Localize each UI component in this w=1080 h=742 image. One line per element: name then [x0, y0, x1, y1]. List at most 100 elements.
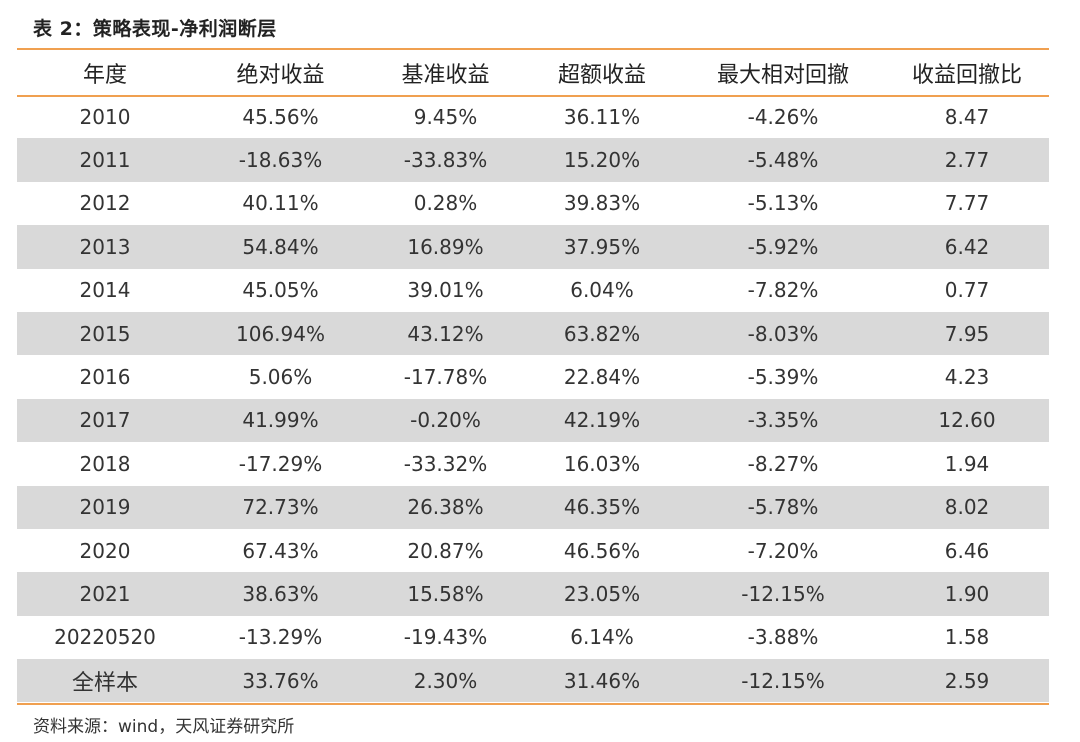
cell-absolute-return: 38.63% [193, 572, 368, 616]
cell-absolute-return: 40.11% [242, 191, 319, 216]
cell-absolute-return: 45.56% [242, 104, 319, 129]
cell-max-relative-drawdown: -3.35% [681, 398, 885, 443]
table-row: 20220520 -13.29% -19.43% 6.14% -3.88% 1.58 [17, 616, 1049, 659]
cell-return-drawdown-ratio: 12.60 [885, 398, 1049, 443]
cell-year: 2011 [17, 138, 193, 182]
header-row: 年度 绝对收益 基准收益 超额收益 最大相对回撤 收益回撤比 [17, 50, 1049, 95]
source-note: 资料来源：wind，天风证券研究所 [33, 717, 295, 737]
cell-absolute-return: 67.43% [242, 538, 319, 563]
cell-absolute-return: 33.76% [193, 659, 368, 703]
cell-return-drawdown-ratio: 4.23 [944, 365, 990, 390]
cell-absolute-return: 41.99% [193, 398, 368, 443]
cell-benchmark-return: 20.87% [407, 538, 484, 563]
cell-year: 2020 [79, 538, 131, 563]
table-row: 2019 72.73% 26.38% 46.35% -5.78% 8.02 [17, 485, 1049, 529]
cell-absolute-return: 54.84% [193, 225, 368, 269]
header-return-drawdown-ratio: 收益回撤比 [911, 62, 1022, 88]
table-body: 2010 45.56% 9.45% 36.11% -4.26% 8.47 2011 -18.6… [17, 95, 1049, 703]
cell-return-drawdown-ratio: 6.46 [944, 538, 990, 563]
cell-benchmark-return: 26.38% [368, 485, 523, 529]
cell-excess-return: 36.11% [563, 104, 641, 129]
cell-benchmark-return: -17.78% [403, 365, 488, 390]
header-absolute-return: 绝对收益 [236, 62, 325, 88]
cell-benchmark-return: 16.89% [368, 225, 523, 269]
cell-excess-return: 16.03% [563, 451, 641, 476]
cell-excess-return: 46.35% [523, 485, 681, 529]
cell-year: 2013 [17, 225, 193, 269]
header-excess-return: 超额收益 [557, 62, 646, 88]
cell-year: 2017 [17, 398, 193, 443]
cell-absolute-return: -17.29% [238, 451, 323, 476]
cell-max-relative-drawdown: -8.03% [681, 311, 885, 356]
cell-year: 全样本 [17, 659, 193, 703]
header-benchmark-return: 基准收益 [401, 62, 490, 88]
cell-absolute-return: 45.05% [242, 278, 319, 303]
cell-return-drawdown-ratio: 7.95 [885, 311, 1049, 356]
table-row: 2014 45.05% 39.01% 6.04% -7.82% 0.77 [17, 269, 1049, 312]
cell-return-drawdown-ratio: 2.77 [885, 138, 1049, 182]
cell-return-drawdown-ratio: 2.59 [885, 659, 1049, 703]
cell-return-drawdown-ratio: 8.47 [944, 104, 990, 129]
cell-return-drawdown-ratio: 0.77 [944, 278, 990, 303]
cell-excess-return: 46.56% [563, 538, 641, 563]
table-row: 2017 41.99% -0.20% 42.19% -3.35% 12.60 [17, 398, 1049, 443]
cell-return-drawdown-ratio: 7.77 [944, 191, 990, 216]
table-row: 2015 106.94% 43.12% 63.82% -8.03% 7.95 [17, 311, 1049, 356]
header-rule [17, 95, 1049, 97]
cell-year: 2016 [79, 365, 131, 390]
cell-absolute-return: -13.29% [238, 625, 323, 650]
cell-return-drawdown-ratio: 1.58 [944, 625, 990, 650]
cell-year: 2015 [17, 311, 193, 356]
cell-excess-return: 22.84% [563, 365, 641, 390]
table-row: 2011 -18.63% -33.83% 15.20% -5.48% 2.77 [17, 138, 1049, 182]
cell-max-relative-drawdown: -5.39% [747, 365, 819, 390]
cell-benchmark-return: 9.45% [413, 104, 478, 129]
cell-max-relative-drawdown: -7.20% [747, 538, 819, 563]
table-row: 全样本 33.76% 2.30% 31.46% -12.15% 2.59 [17, 659, 1049, 703]
cell-benchmark-return: 43.12% [368, 311, 523, 356]
cell-absolute-return: -18.63% [193, 138, 368, 182]
cell-year: 2012 [79, 191, 131, 216]
cell-benchmark-return: -33.32% [403, 451, 488, 476]
cell-excess-return: 6.14% [570, 625, 634, 650]
cell-return-drawdown-ratio: 8.02 [885, 485, 1049, 529]
cell-excess-return: 37.95% [523, 225, 681, 269]
cell-benchmark-return: 39.01% [407, 278, 484, 303]
cell-excess-return: 39.83% [563, 191, 641, 216]
bottom-rule [17, 703, 1049, 705]
cell-max-relative-drawdown: -12.15% [681, 659, 885, 703]
table-row: 2016 5.06% -17.78% 22.84% -5.39% 4.23 [17, 355, 1049, 398]
cell-year: 2019 [17, 485, 193, 529]
cell-benchmark-return: -19.43% [403, 625, 488, 650]
cell-excess-return: 23.05% [523, 572, 681, 616]
table-row: 2018 -17.29% -33.32% 16.03% -8.27% 1.94 [17, 442, 1049, 485]
cell-benchmark-return: -0.20% [368, 398, 523, 443]
cell-max-relative-drawdown: -12.15% [681, 572, 885, 616]
cell-absolute-return: 72.73% [193, 485, 368, 529]
cell-absolute-return: 5.06% [248, 365, 313, 390]
cell-max-relative-drawdown: -3.88% [747, 625, 819, 650]
cell-max-relative-drawdown: -8.27% [747, 451, 819, 476]
cell-max-relative-drawdown: -5.92% [681, 225, 885, 269]
cell-max-relative-drawdown: -7.82% [747, 278, 819, 303]
table-caption: 表 2：策略表现-净利润断层 [33, 18, 277, 40]
cell-return-drawdown-ratio: 1.94 [944, 451, 990, 476]
performance-table: 年度 绝对收益 基准收益 超额收益 最大相对回撤 收益回撤比 2010 45.56… [17, 50, 1049, 703]
top-rule [17, 48, 1049, 50]
cell-year: 20220520 [54, 625, 156, 650]
cell-return-drawdown-ratio: 1.90 [885, 572, 1049, 616]
cell-benchmark-return: 0.28% [413, 191, 478, 216]
table-row: 2020 67.43% 20.87% 46.56% -7.20% 6.46 [17, 529, 1049, 572]
cell-max-relative-drawdown: -5.78% [681, 485, 885, 529]
cell-benchmark-return: -33.83% [368, 138, 523, 182]
cell-year: 2014 [79, 278, 131, 303]
header-year: 年度 [82, 62, 127, 88]
table-row: 2010 45.56% 9.45% 36.11% -4.26% 8.47 [17, 95, 1049, 138]
cell-excess-return: 6.04% [570, 278, 634, 303]
cell-max-relative-drawdown: -5.48% [681, 138, 885, 182]
table-row: 2012 40.11% 0.28% 39.83% -5.13% 7.77 [17, 182, 1049, 225]
cell-excess-return: 15.20% [523, 138, 681, 182]
cell-excess-return: 42.19% [523, 398, 681, 443]
cell-year: 2010 [79, 104, 131, 129]
cell-max-relative-drawdown: -5.13% [747, 191, 819, 216]
